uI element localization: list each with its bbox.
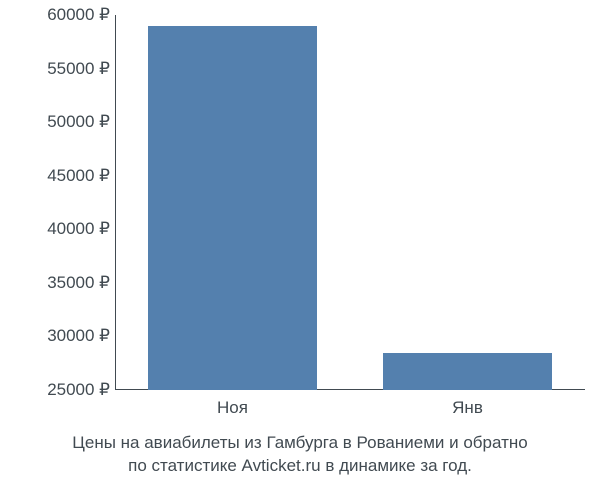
y-tick-label: 40000 ₽ <box>47 219 110 239</box>
caption-line-2: по статистике Avticket.ru в динамике за … <box>0 455 600 478</box>
price-chart: 25000 ₽ 30000 ₽ 35000 ₽ 40000 ₽ 45000 ₽ 50000… <box>0 0 600 500</box>
caption-line-1: Цены на авиабилеты из Гамбурга в Рование… <box>0 432 600 455</box>
x-tick-label: Ноя <box>217 398 248 418</box>
y-tick-label: 60000 ₽ <box>47 5 110 25</box>
y-axis-line <box>115 15 116 390</box>
y-tick-label: 35000 ₽ <box>47 273 110 293</box>
y-tick-label: 45000 ₽ <box>47 166 110 186</box>
chart-caption: Цены на авиабилеты из Гамбурга в Рование… <box>0 432 600 478</box>
x-tick-label: Янв <box>452 398 483 418</box>
y-tick-label: 50000 ₽ <box>47 112 110 132</box>
y-tick-label: 30000 ₽ <box>47 326 110 346</box>
bar <box>383 353 552 391</box>
bar <box>148 26 317 390</box>
y-tick-label: 55000 ₽ <box>47 59 110 79</box>
y-tick-label: 25000 ₽ <box>47 380 110 400</box>
